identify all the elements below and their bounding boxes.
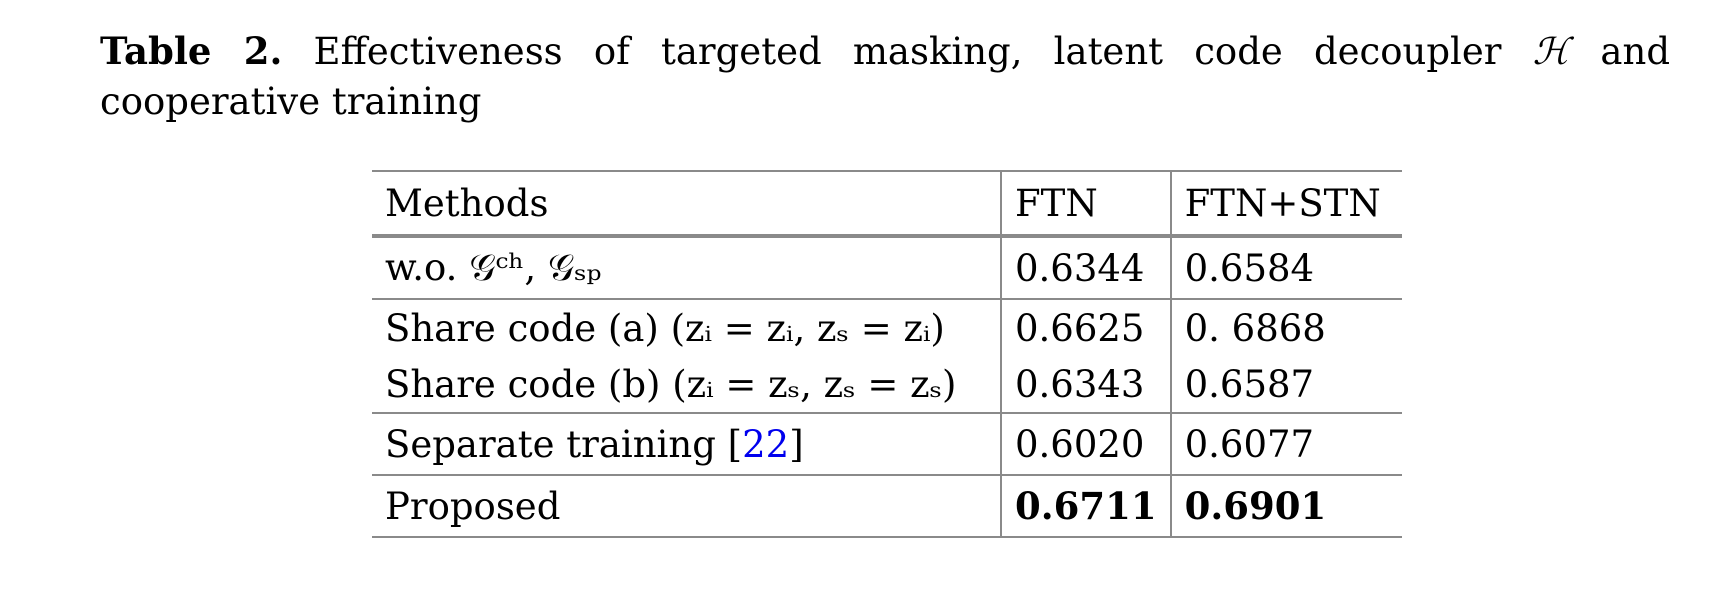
table-row: Separate training [22] 0.6020 0.6077 xyxy=(372,412,1402,475)
citation-link[interactable]: 22 xyxy=(742,422,790,466)
row-ftn-value: 0.6344 xyxy=(1001,236,1172,299)
row-method: Share code (b) (zᵢ = zₛ, zₛ = zₛ) xyxy=(372,356,1002,413)
row-method: Share code (a) (zᵢ = zᵢ, zₛ = zᵢ) xyxy=(372,298,1002,356)
row-ftn-value: 0.6020 xyxy=(1001,412,1172,475)
table-header-row: Methods FTN FTN+STN xyxy=(372,170,1402,238)
row-ftn-value: 0.6625 xyxy=(1001,298,1172,356)
header-methods: Methods xyxy=(372,170,1002,238)
caption-math-symbol: ℋ xyxy=(1532,30,1570,73)
table-row: Share code (b) (zᵢ = zₛ, zₛ = zₛ) 0.6343… xyxy=(372,356,1402,413)
row-method: Proposed xyxy=(372,474,1002,538)
row-ftn-stn-value: 0.6587 xyxy=(1184,362,1315,406)
results-table: Methods FTN FTN+STN w.o. 𝒢ᶜʰ, 𝒢ₛₚ 0.6344… xyxy=(372,170,1402,538)
method-prefix: Separate training [ xyxy=(385,422,743,466)
table-row: Share code (a) (zᵢ = zᵢ, zₛ = zᵢ) 0.6625… xyxy=(372,298,1402,356)
row-ftn-stn-value: 0.6077 xyxy=(1170,412,1402,475)
row-ftn-value: 0.6711 xyxy=(1001,474,1172,538)
table-caption: Table 2. Effectiveness of targeted maski… xyxy=(100,26,1670,127)
row-ftn-stn-value: 0. 6868 xyxy=(1170,298,1402,356)
header-ftn: FTN xyxy=(1001,170,1172,238)
table-row: w.o. 𝒢ᶜʰ, 𝒢ₛₚ 0.6344 0.6584 xyxy=(372,236,1402,299)
caption-text-2: and cooperative training xyxy=(100,30,1671,123)
row-ftn-stn-value: 0.6584 xyxy=(1184,246,1315,290)
method-suffix: ] xyxy=(789,422,804,466)
header-ftn-stn: FTN+STN xyxy=(1170,170,1402,238)
table-row: Proposed 0.6711 0.6901 xyxy=(372,474,1402,538)
caption-label: Table 2. xyxy=(100,29,283,73)
row-ftn-stn-value: 0.6901 xyxy=(1170,474,1402,538)
row-ftn-value: 0.6343 xyxy=(1001,356,1172,413)
row-method: Separate training [22] xyxy=(372,412,1002,475)
caption-text-1: Effectiveness of targeted masking, laten… xyxy=(282,30,1533,73)
row-method: w.o. 𝒢ᶜʰ, 𝒢ₛₚ xyxy=(372,236,1002,299)
